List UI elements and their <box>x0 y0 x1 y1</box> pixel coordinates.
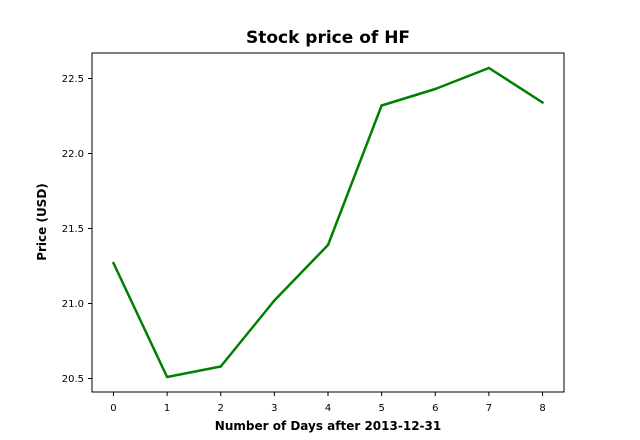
x-tick-label: 3 <box>271 403 277 414</box>
x-axis: 0 1 2 3 4 5 6 7 8 <box>110 392 546 414</box>
y-tick-label: 22.0 <box>62 149 84 160</box>
data-point <box>380 104 383 107</box>
chart-title: Stock price of HF <box>246 28 410 48</box>
x-tick-label: 5 <box>378 403 384 414</box>
y-tick-label: 20.5 <box>62 374 84 385</box>
data-point <box>112 261 115 265</box>
data-point <box>326 243 330 247</box>
x-tick-label: 2 <box>218 403 224 414</box>
x-tick-label: 4 <box>325 403 331 414</box>
data-point <box>434 87 437 91</box>
y-tick-label: 21.5 <box>62 224 84 235</box>
data-point <box>273 299 276 302</box>
y-axis: 20.5 21.0 21.5 22.0 22.5 <box>62 74 92 385</box>
data-point <box>165 375 169 379</box>
y-tick-label: 21.0 <box>62 299 84 310</box>
data-point <box>487 66 491 70</box>
x-tick-label: 1 <box>164 403 170 414</box>
series-layer <box>112 66 544 379</box>
data-point <box>219 365 222 368</box>
plot-area <box>91 52 565 393</box>
series-line-0 <box>112 66 544 379</box>
x-axis-label: Number of Days after 2013-12-31 <box>215 419 441 433</box>
x-tick-label: 8 <box>539 403 545 414</box>
y-axis-label: Price (USD) <box>35 183 49 261</box>
x-tick-label: 7 <box>486 403 492 414</box>
data-point <box>541 101 544 104</box>
x-tick-label: 6 <box>432 403 438 414</box>
y-tick-label: 22.5 <box>62 74 84 85</box>
x-tick-label: 0 <box>110 403 116 414</box>
